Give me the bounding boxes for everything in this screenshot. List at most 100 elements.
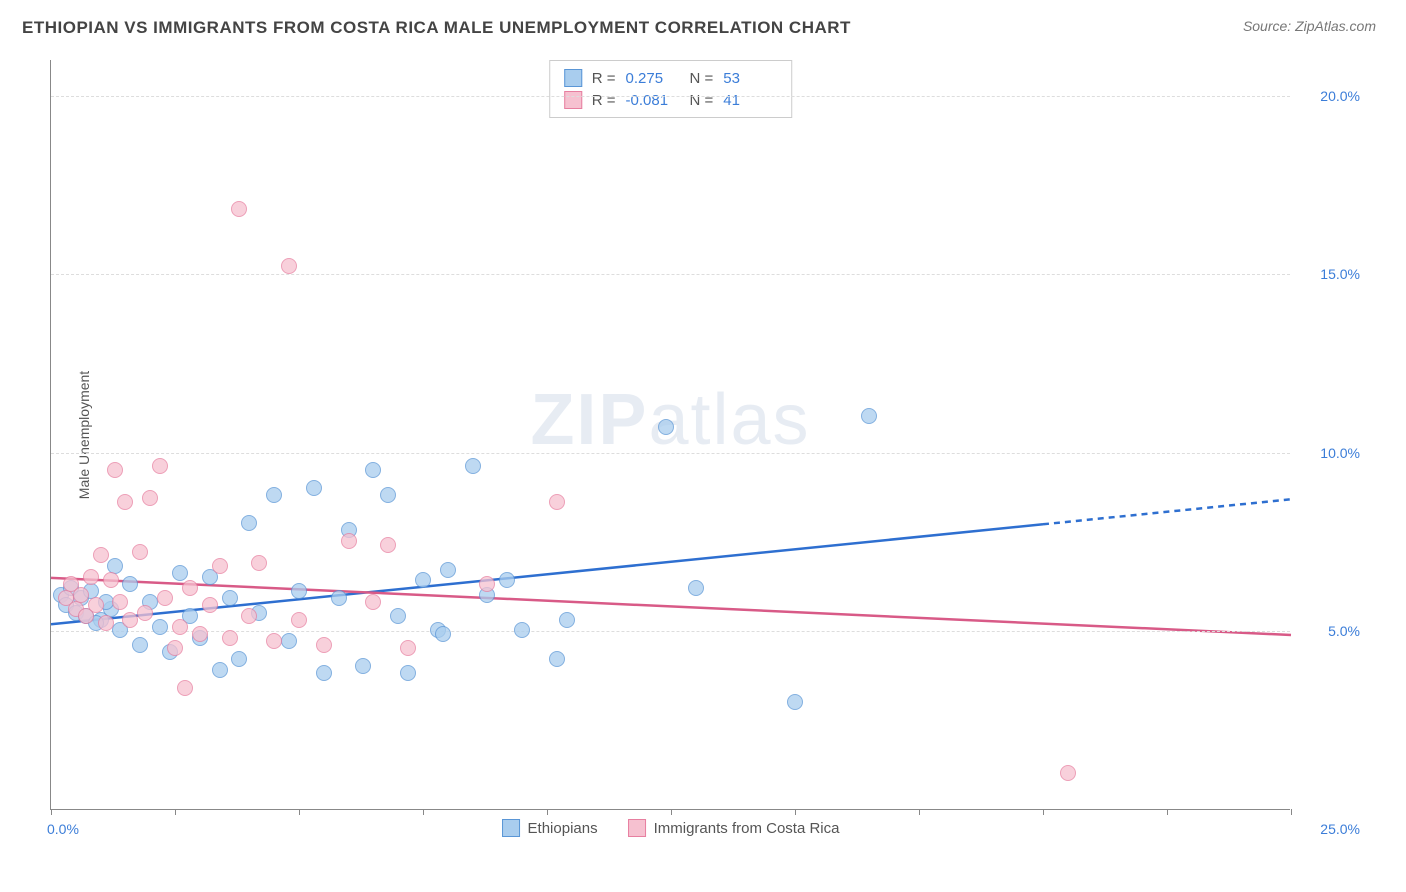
trend-line xyxy=(51,524,1043,624)
x-tick xyxy=(547,809,548,815)
data-point xyxy=(112,594,128,610)
data-point xyxy=(222,630,238,646)
trend-lines-svg xyxy=(51,60,1291,810)
data-point xyxy=(157,590,173,606)
data-point xyxy=(103,572,119,588)
data-point xyxy=(658,419,674,435)
data-point xyxy=(117,494,133,510)
data-point xyxy=(241,608,257,624)
trend-line-dashed xyxy=(1043,499,1291,524)
x-tick xyxy=(51,809,52,815)
data-point xyxy=(281,258,297,274)
data-point xyxy=(241,515,257,531)
data-point xyxy=(251,555,267,571)
data-point xyxy=(137,605,153,621)
data-point xyxy=(291,583,307,599)
data-point xyxy=(787,694,803,710)
x-axis-max-label: 25.0% xyxy=(1320,821,1360,837)
data-point xyxy=(222,590,238,606)
data-point xyxy=(152,619,168,635)
data-point xyxy=(400,640,416,656)
y-tick-label: 5.0% xyxy=(1328,623,1360,639)
chart-title: ETHIOPIAN VS IMMIGRANTS FROM COSTA RICA … xyxy=(22,18,851,38)
data-point xyxy=(861,408,877,424)
data-point xyxy=(107,462,123,478)
data-point xyxy=(415,572,431,588)
plot-region: ZIPatlas R =0.275N =53R =-0.081N =41 0.0… xyxy=(50,60,1290,810)
data-point xyxy=(316,665,332,681)
x-axis-min-label: 0.0% xyxy=(47,821,79,837)
data-point xyxy=(266,633,282,649)
y-tick-label: 15.0% xyxy=(1320,266,1360,282)
legend-item: Ethiopians xyxy=(502,819,598,837)
y-tick-label: 20.0% xyxy=(1320,88,1360,104)
data-point xyxy=(465,458,481,474)
data-point xyxy=(306,480,322,496)
x-tick xyxy=(1167,809,1168,815)
x-tick xyxy=(1291,809,1292,815)
legend-label: Ethiopians xyxy=(528,820,598,837)
data-point xyxy=(172,565,188,581)
legend-label: Immigrants from Costa Rica xyxy=(654,820,840,837)
data-point xyxy=(88,597,104,613)
data-point xyxy=(212,558,228,574)
legend-swatch xyxy=(502,819,520,837)
data-point xyxy=(400,665,416,681)
data-point xyxy=(365,594,381,610)
legend-item: Immigrants from Costa Rica xyxy=(628,819,840,837)
grid-line xyxy=(51,453,1290,454)
x-tick xyxy=(1043,809,1044,815)
data-point xyxy=(122,576,138,592)
data-point xyxy=(182,580,198,596)
data-point xyxy=(132,637,148,653)
data-point xyxy=(549,651,565,667)
data-point xyxy=(316,637,332,653)
grid-line xyxy=(51,96,1290,97)
data-point xyxy=(291,612,307,628)
data-point xyxy=(380,487,396,503)
data-point xyxy=(98,615,114,631)
data-point xyxy=(1060,765,1076,781)
source-attribution: Source: ZipAtlas.com xyxy=(1243,18,1376,34)
data-point xyxy=(172,619,188,635)
x-tick xyxy=(299,809,300,815)
data-point xyxy=(177,680,193,696)
data-point xyxy=(73,587,89,603)
x-tick xyxy=(423,809,424,815)
data-point xyxy=(331,590,347,606)
chart-area: Male Unemployment ZIPatlas R =0.275N =53… xyxy=(50,60,1370,810)
grid-line xyxy=(51,631,1290,632)
data-point xyxy=(365,462,381,478)
x-tick xyxy=(919,809,920,815)
data-point xyxy=(341,533,357,549)
data-point xyxy=(380,537,396,553)
data-point xyxy=(266,487,282,503)
data-point xyxy=(142,490,158,506)
y-tick-label: 10.0% xyxy=(1320,445,1360,461)
data-point xyxy=(479,576,495,592)
data-point xyxy=(390,608,406,624)
x-tick xyxy=(795,809,796,815)
x-tick xyxy=(175,809,176,815)
data-point xyxy=(152,458,168,474)
x-tick xyxy=(671,809,672,815)
data-point xyxy=(435,626,451,642)
data-point xyxy=(440,562,456,578)
legend-swatch xyxy=(628,819,646,837)
data-point xyxy=(192,626,208,642)
data-point xyxy=(83,569,99,585)
grid-line xyxy=(51,274,1290,275)
data-point xyxy=(231,651,247,667)
data-point xyxy=(281,633,297,649)
data-point xyxy=(167,640,183,656)
data-point xyxy=(549,494,565,510)
data-point xyxy=(231,201,247,217)
data-point xyxy=(212,662,228,678)
data-point xyxy=(559,612,575,628)
data-point xyxy=(688,580,704,596)
data-point xyxy=(202,597,218,613)
data-point xyxy=(499,572,515,588)
data-point xyxy=(355,658,371,674)
data-point xyxy=(514,622,530,638)
data-point xyxy=(132,544,148,560)
